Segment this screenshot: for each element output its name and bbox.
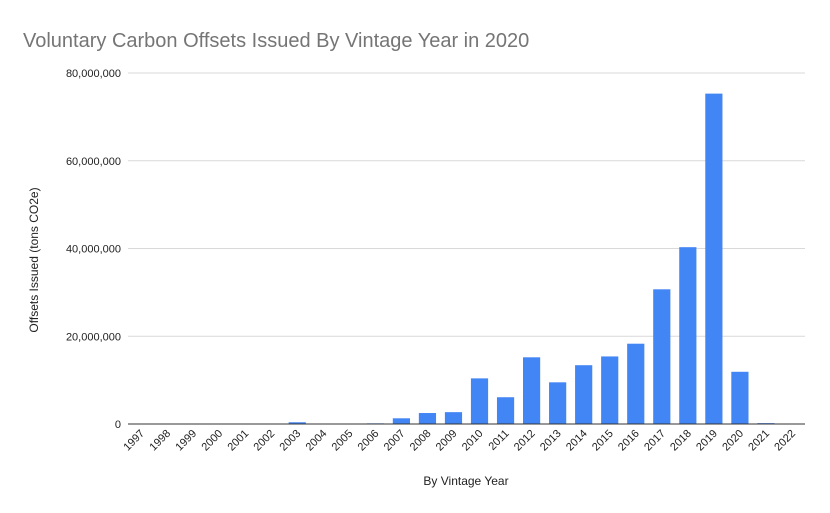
x-tick-label: 1998	[147, 428, 173, 454]
x-tick-label: 2000	[199, 428, 225, 454]
x-tick-label: 2018	[668, 428, 694, 454]
x-tick-label: 2012	[512, 428, 538, 454]
bar-2009	[444, 412, 463, 424]
x-tick-label: 2007	[382, 428, 408, 454]
y-tick-label: 60,000,000	[66, 156, 121, 168]
x-tick-label: 2020	[720, 428, 746, 454]
x-tick-label: 1999	[173, 428, 199, 454]
x-axis-ticks: 1997 1998 1999 2000 2001 2002 2003 2004 2005 2006…	[121, 428, 798, 454]
x-tick-label: 2022	[772, 428, 798, 454]
y-tick-label: 80,000,000	[66, 68, 121, 80]
x-tick-label: 2004	[304, 428, 330, 454]
gridlines	[128, 72, 805, 337]
x-tick-label: 2016	[616, 428, 642, 454]
x-tick-label: 2010	[460, 428, 486, 454]
x-tick-label: 2005	[330, 428, 356, 454]
x-tick-label: 2021	[746, 428, 772, 454]
y-tick-label: 0	[115, 419, 121, 431]
bar-2015	[601, 356, 619, 424]
x-tick-label: 2019	[694, 428, 720, 454]
x-tick-label: 2015	[590, 428, 616, 454]
x-tick-label: 2011	[486, 428, 511, 453]
x-tick-label: 2006	[356, 428, 382, 454]
bar-2010	[470, 378, 489, 424]
x-tick-label: 2014	[564, 428, 590, 454]
bar-2016	[627, 343, 645, 424]
x-tick-label: 1997	[121, 428, 147, 454]
x-tick-label: 2009	[434, 428, 460, 454]
x-tick-label: 2008	[408, 428, 434, 454]
y-axis-label: Offsets Issued (tons CO2e)	[27, 187, 41, 332]
bar-2008	[418, 413, 437, 424]
bar-2017	[653, 289, 671, 424]
x-tick-label: 2017	[642, 428, 668, 454]
x-tick-label: 2003	[278, 428, 304, 454]
y-tick-label: 20,000,000	[66, 331, 121, 343]
bar-2011	[496, 397, 515, 424]
bars	[288, 93, 775, 424]
bar-2018	[679, 247, 697, 424]
bar-2007	[392, 418, 410, 424]
bar-2013	[549, 382, 567, 424]
x-axis-label: By Vintage Year	[423, 474, 508, 488]
y-tick-label: 40,000,000	[66, 244, 121, 256]
x-tick-label: 2002	[252, 428, 278, 454]
x-tick-label: 2001	[225, 428, 251, 454]
bar-2012	[523, 357, 541, 424]
bar-2020	[731, 371, 749, 424]
bar-2019	[705, 93, 723, 424]
y-axis-ticks: 0 20,000,000 40,000,000 60,000,000 80,000,00…	[66, 68, 121, 431]
x-tick-label: 2013	[538, 428, 564, 454]
bar-2003	[288, 422, 306, 424]
bar-2014	[575, 365, 593, 424]
chart-title: Voluntary Carbon Offsets Issued By Vinta…	[23, 30, 529, 52]
